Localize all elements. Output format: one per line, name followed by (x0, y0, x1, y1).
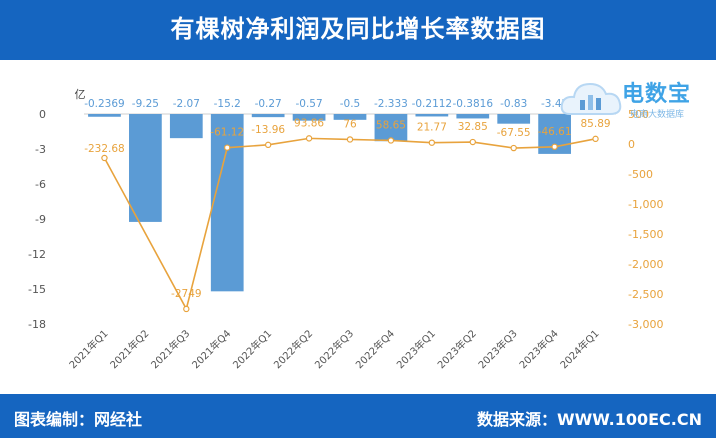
logo-subtitle: 电商大数据库 (630, 110, 685, 120)
bar (456, 114, 490, 119)
x-tick-label: 2022年Q3 (312, 327, 356, 371)
logo-name: 电数宝 (622, 82, 692, 107)
line-point (264, 141, 272, 149)
line-value-label: -67.55 (497, 127, 531, 139)
line-point (387, 137, 395, 144)
line-value-label: -232.68 (84, 143, 125, 155)
line-point (224, 144, 231, 151)
line-value-label: -13.96 (251, 124, 285, 136)
line-value-label: 21.77 (417, 122, 447, 134)
header-bar (0, 0, 716, 60)
x-tick-label: 2024年Q1 (557, 327, 601, 371)
bar-value-label: -0.57 (295, 98, 322, 110)
bar-value-label: -0.5 (340, 98, 361, 110)
footer-editor: 图表编制：网经社 (14, 410, 143, 429)
bar-value-label: -15.2 (214, 98, 241, 110)
line-point (428, 139, 436, 146)
y-left-tick-label: -3 (35, 143, 46, 156)
y-left-tick-label: -9 (35, 213, 46, 226)
bar (497, 114, 531, 124)
footer-bar: 图表编制：网经社 数据来源：WWW.100EC.CN (0, 394, 716, 438)
line-value-label: 58.65 (376, 119, 406, 131)
y-right-tick-label: -3,000 (628, 318, 663, 331)
y-right-tick-label: -1,000 (628, 198, 663, 211)
bar-value-label: -2.333 (374, 98, 408, 110)
x-tick-label: 2023年Q2 (435, 327, 479, 371)
bar-value-label: -2.07 (173, 98, 200, 110)
x-tick-label: 2022年Q2 (271, 327, 315, 371)
y-right-tick-label: 0 (628, 138, 635, 151)
bar (251, 114, 285, 118)
bar-value-label: -0.2369 (84, 98, 125, 110)
x-tick-label: 2021年Q4 (189, 327, 233, 371)
bar (210, 114, 244, 292)
cloud-logo-icon (560, 82, 622, 115)
line-value-label: 93.86 (294, 117, 324, 129)
y-right-tick-label: -2,500 (628, 288, 663, 301)
bar-value-label: -9.25 (132, 98, 159, 110)
x-tick-label: 2021年Q2 (107, 327, 151, 371)
bar (292, 114, 326, 121)
x-tick-label: 2022年Q4 (353, 327, 397, 371)
chart-title: 有棵树净利润及同比增长率数据图 (170, 15, 546, 43)
line-value-label: 76 (343, 118, 357, 130)
x-tick-label: 2023年Q4 (516, 327, 560, 371)
y-right-tick-label: -2,000 (628, 258, 663, 271)
bar (169, 114, 203, 139)
y-left-tick-label: 0 (39, 108, 46, 121)
bar (333, 114, 367, 120)
bar-value-label: -0.3816 (453, 98, 494, 110)
y-left-tick-label: -12 (28, 248, 46, 261)
bar (415, 114, 449, 117)
x-tick-label: 2022年Q1 (230, 327, 274, 371)
x-tick-label: 2021年Q3 (148, 327, 192, 371)
line-point (469, 138, 476, 146)
line-point (551, 143, 558, 150)
line-point (183, 305, 190, 313)
bar (129, 114, 162, 222)
line-value-label: -46.61 (538, 126, 572, 138)
line-point (101, 154, 108, 162)
y-left-unit: 亿 (75, 88, 86, 101)
line-value-label: -61.12 (210, 127, 244, 139)
footer-source: 数据来源：WWW.100EC.CN (476, 410, 702, 429)
bar (88, 114, 121, 117)
line-point (305, 135, 313, 142)
y-right-tick-label: -500 (628, 168, 653, 181)
line-value-label: -2749 (171, 288, 202, 300)
line-point (510, 144, 517, 152)
line-point (346, 136, 354, 143)
y-right-tick-label: -1,500 (628, 228, 663, 241)
x-tick-label: 2023年Q3 (475, 327, 519, 371)
x-tick-label: 2023年Q1 (394, 327, 438, 371)
bar-value-label: -0.27 (255, 98, 282, 110)
line-point (592, 135, 599, 143)
growth-line (103, 137, 596, 312)
y-left-tick-label: -6 (35, 178, 46, 191)
line-value-label: 32.85 (458, 121, 488, 133)
y-right-tick-label: 500 (628, 108, 649, 121)
bar (374, 114, 408, 142)
line-value-label: 85.89 (581, 118, 611, 130)
y-left-tick-label: -18 (28, 318, 46, 331)
bar-value-label: -0.2112 (412, 98, 453, 110)
y-left-tick-label: -15 (28, 283, 46, 296)
x-tick-label: 2021年Q1 (66, 327, 110, 371)
bar-value-label: -0.83 (500, 98, 527, 110)
